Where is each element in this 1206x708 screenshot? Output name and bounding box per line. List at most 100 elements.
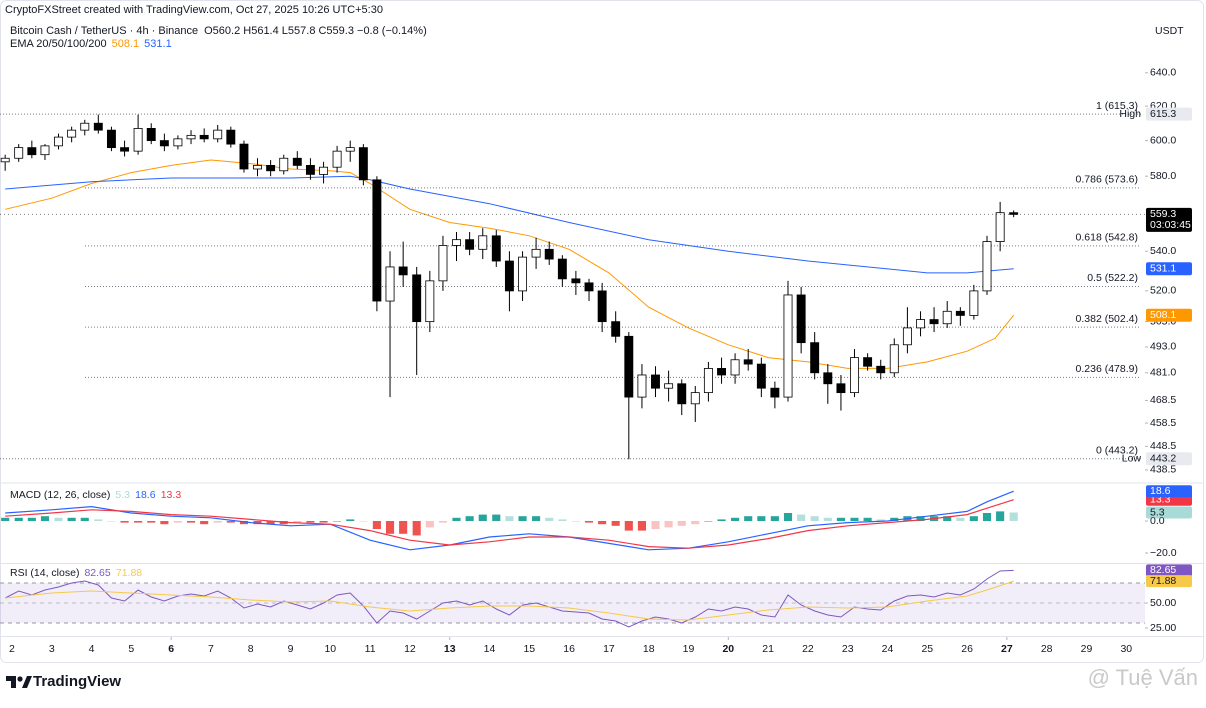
macd-histogram-bar xyxy=(173,520,182,523)
y-tick-label: 600.0 xyxy=(1150,134,1176,146)
fib-label: 0.236 (478.9) xyxy=(1076,363,1138,375)
candle-body xyxy=(239,143,249,170)
x-tick-label: 26 xyxy=(961,643,973,655)
fib-label: 1 (615.3) xyxy=(1096,100,1138,112)
candle-body xyxy=(146,128,156,141)
macd-histogram-bar xyxy=(293,520,302,523)
macd-histogram-bar xyxy=(982,512,992,521)
macd-histogram-bar xyxy=(996,511,1005,521)
macd-histogram-bar xyxy=(385,520,395,534)
candle-body xyxy=(955,310,965,316)
candle-body xyxy=(783,294,793,398)
macd-histogram-bar xyxy=(186,520,196,523)
rsi-legend-value: 71.88 xyxy=(116,567,142,579)
macd-value-box xyxy=(1146,485,1192,498)
candle-body xyxy=(584,282,594,292)
y-tick-label: 458.5 xyxy=(1150,417,1176,429)
rsi-value: 71.88 xyxy=(1150,575,1176,587)
extreme-label: High xyxy=(1119,108,1141,120)
extreme-label: Low xyxy=(1122,453,1142,465)
x-tick-label: 29 xyxy=(1081,643,1093,655)
macd-histogram-bar xyxy=(147,520,156,523)
ema-value: 531.1 xyxy=(1150,262,1176,274)
macd-histogram-bar xyxy=(27,517,36,521)
extreme-value: 615.3 xyxy=(1150,108,1176,120)
macd-histogram-bar xyxy=(505,516,514,521)
macd-histogram-bar xyxy=(452,517,461,521)
x-tick-label: 2 xyxy=(9,643,15,655)
candle-body xyxy=(504,260,514,292)
y-tick-label: 493.0 xyxy=(1150,341,1176,353)
candle-body xyxy=(597,290,607,323)
macd-legend-value: 5.3 xyxy=(115,489,130,501)
macd-histogram-bar xyxy=(770,516,779,521)
rsi-line xyxy=(5,580,1014,621)
candle-body xyxy=(345,147,355,152)
candle-body xyxy=(319,166,329,175)
macd-histogram-bar xyxy=(518,516,527,521)
macd-line xyxy=(5,499,1014,549)
y-tick-label: −20.0 xyxy=(1150,547,1177,559)
macd-histogram-bar xyxy=(160,520,169,525)
candle-body xyxy=(358,147,368,181)
candle-body xyxy=(412,274,422,323)
x-tick-label: 11 xyxy=(365,643,376,655)
macd-histogram-bar xyxy=(239,520,249,525)
x-tick-label: 16 xyxy=(563,643,575,655)
candle-body xyxy=(902,327,912,346)
credit: CryptoFXStreet created with TradingView.… xyxy=(5,4,383,16)
macd-histogram-bar xyxy=(810,516,819,521)
y-tick-label: 50.00 xyxy=(1150,597,1176,609)
candle-body xyxy=(664,383,674,389)
x-tick-label: 17 xyxy=(603,643,615,655)
x-tick-label: 15 xyxy=(523,643,535,655)
last-price: 559.3 xyxy=(1150,208,1176,220)
x-tick-label: 12 xyxy=(404,643,416,655)
candle-body xyxy=(80,122,90,131)
macd-histogram-bar xyxy=(863,517,872,521)
macd-histogram-bar xyxy=(94,519,103,521)
macd-histogram-bar xyxy=(492,514,501,521)
candle-body xyxy=(0,157,10,163)
candle-body xyxy=(332,150,342,168)
y-tick-label: 520.0 xyxy=(1150,285,1176,297)
candle-body xyxy=(850,357,859,394)
x-tick-label: 24 xyxy=(882,643,894,655)
candle-body xyxy=(120,147,130,152)
candle-body xyxy=(703,368,713,394)
macd-histogram-bar xyxy=(677,520,686,526)
x-tick-label: 8 xyxy=(248,643,254,655)
candle-body xyxy=(452,239,461,246)
candle-body xyxy=(571,278,581,284)
macd-legend-value: 13.3 xyxy=(161,489,182,501)
macd-histogram-bar xyxy=(598,520,607,525)
brand: TradingView xyxy=(33,673,121,690)
macd-histogram-bar xyxy=(319,520,328,523)
candle-body xyxy=(133,128,143,152)
macd-legend: MACD (12, 26, close) xyxy=(10,489,110,501)
candle-body xyxy=(159,140,169,147)
candle-body xyxy=(982,241,992,292)
macd-histogram-bar xyxy=(438,520,448,523)
currency: USDT xyxy=(1155,25,1184,37)
candle-body xyxy=(385,266,395,302)
macd-histogram-bar xyxy=(412,520,421,536)
macd-histogram-bar xyxy=(266,520,275,525)
macd-histogram-bar xyxy=(797,514,806,521)
x-tick-label: 18 xyxy=(643,643,655,655)
macd-histogram-bar xyxy=(54,517,63,521)
macd-histogram-bar xyxy=(346,519,355,521)
rsi-value: 82.65 xyxy=(1150,564,1176,576)
candle-body xyxy=(863,357,873,367)
candle-body xyxy=(929,319,939,325)
x-tick-label: 21 xyxy=(762,643,774,655)
candle-body xyxy=(491,235,501,262)
candle-body xyxy=(624,335,634,398)
macd-histogram-bar xyxy=(850,517,859,521)
candle-body xyxy=(27,147,37,156)
candle-body xyxy=(810,342,820,374)
macd-histogram-bar xyxy=(637,520,647,531)
x-tick-label: 4 xyxy=(89,643,95,655)
fib-label: 0.5 (522.2) xyxy=(1087,272,1138,284)
